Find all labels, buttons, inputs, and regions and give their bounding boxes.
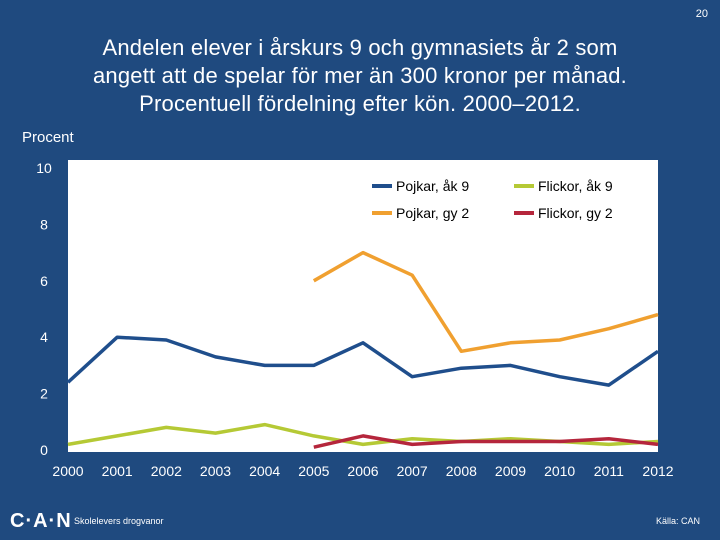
- can-logo: C·A·N: [10, 510, 72, 532]
- x-tick-label: 2006: [347, 463, 378, 479]
- chart-title: Andelen elever i årskurs 9 och gymnasiet…: [20, 34, 700, 118]
- y-tick-label: 8: [40, 216, 48, 232]
- footer-report-name: Skolelevers drogvanor: [74, 516, 164, 526]
- y-tick-label: 2: [40, 386, 48, 402]
- y-tick-label: 10: [36, 160, 52, 176]
- series-line-0: [66, 335, 659, 387]
- x-tick-label: 2002: [151, 463, 182, 479]
- x-tick-label: 2005: [298, 463, 329, 479]
- x-tick-label: 2011: [594, 463, 624, 479]
- y-tick-label: 0: [40, 442, 48, 458]
- x-tick-label: 2010: [544, 463, 575, 479]
- legend-label: Pojkar, gy 2: [396, 205, 469, 221]
- chart-title-line-3: Procentuell fördelning efter kön. 2000–2…: [139, 91, 581, 116]
- chart-title-line-2: angett att de spelar för mer än 300 kron…: [92, 63, 627, 88]
- x-tick-label: 2000: [52, 463, 83, 479]
- x-tick-label: 2001: [102, 463, 133, 479]
- legend-label: Flickor, gy 2: [538, 205, 613, 221]
- y-tick-label: 6: [40, 273, 48, 289]
- x-tick-label: 2007: [397, 463, 428, 479]
- x-tick-label: 2008: [446, 463, 477, 479]
- legend-label: Pojkar, åk 9: [396, 178, 469, 194]
- footer-source: Källa: CAN: [655, 516, 700, 526]
- x-tick-label: 2004: [249, 463, 280, 479]
- y-tick-label: 4: [40, 329, 48, 345]
- x-tick-label: 2003: [200, 463, 231, 479]
- chart-title-line-1: Andelen elever i årskurs 9 och gymnasiet…: [102, 35, 618, 60]
- plot-area: [68, 160, 658, 452]
- series-line-2: [312, 250, 659, 354]
- y-axis-label: Procent: [22, 129, 74, 146]
- series-line-3: [313, 434, 659, 449]
- x-tick-label: 2009: [495, 463, 526, 479]
- page-number: 20: [695, 8, 708, 20]
- x-tick-label: 2012: [642, 463, 673, 479]
- legend-label: Flickor, åk 9: [538, 178, 613, 194]
